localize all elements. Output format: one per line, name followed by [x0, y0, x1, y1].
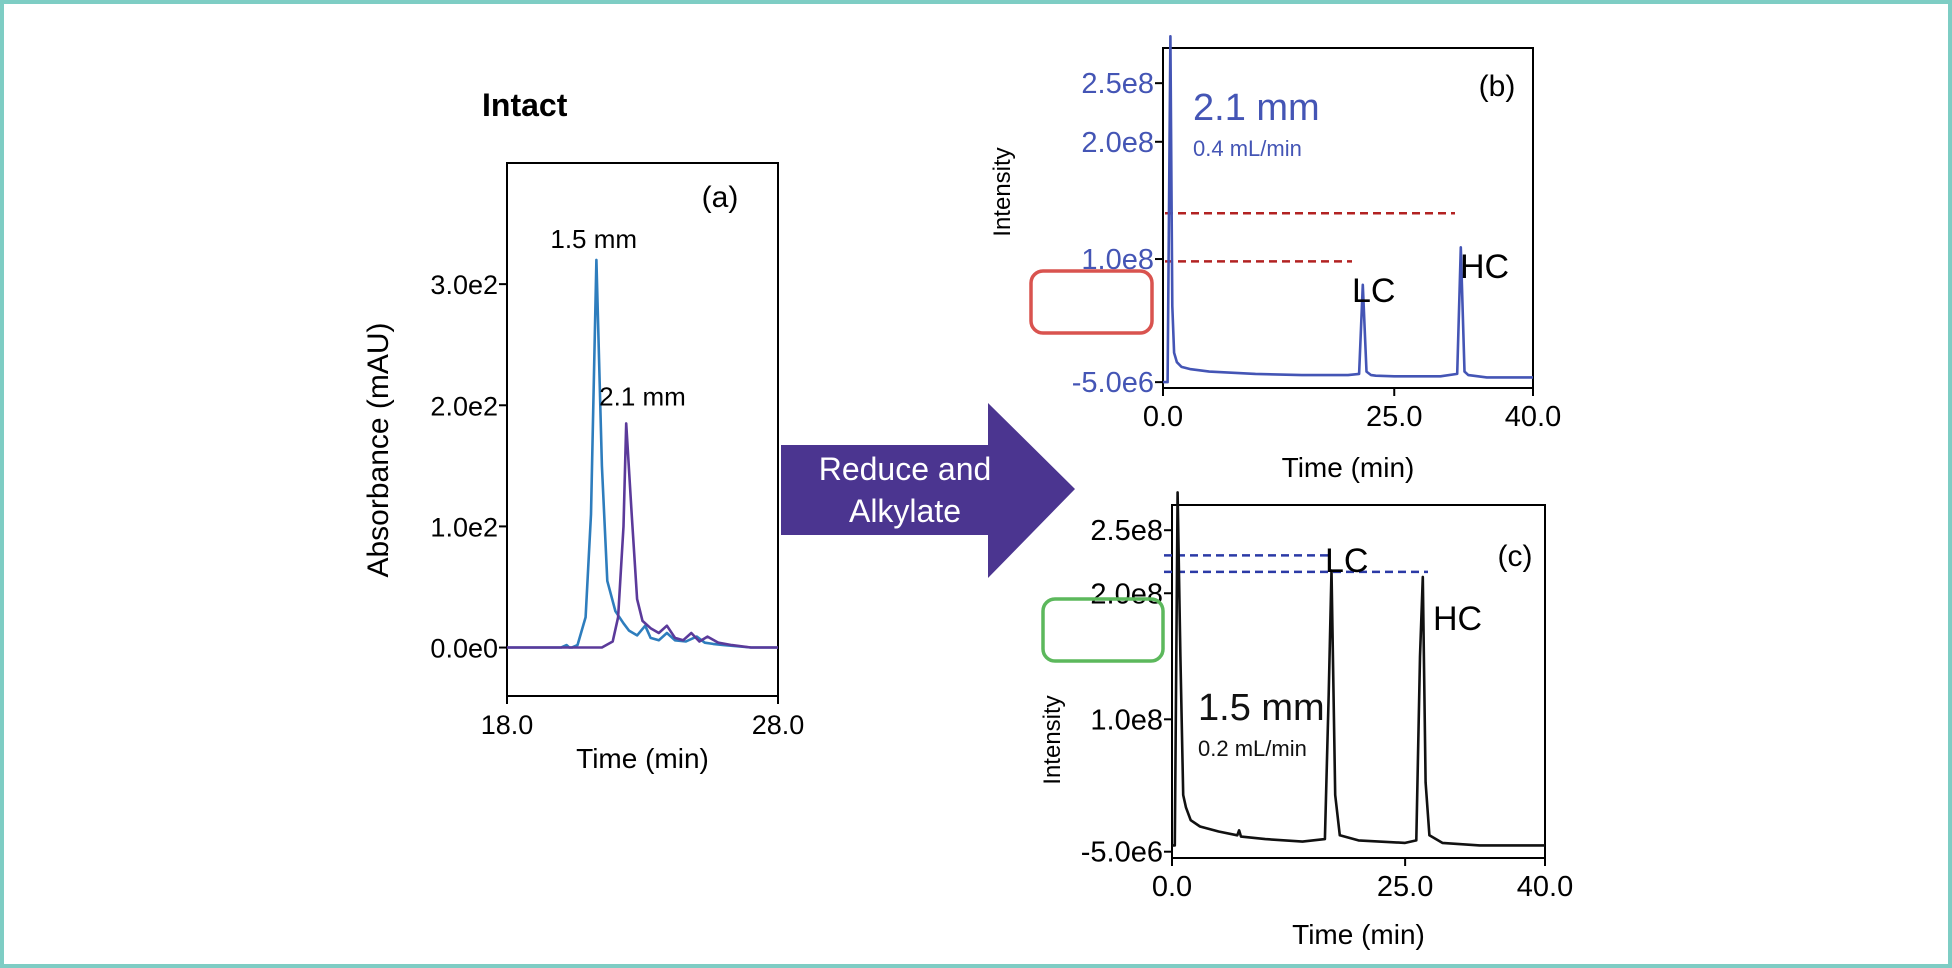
chart-b-y-axis-label: Intensity [989, 147, 1016, 236]
chart-a-x-axis-label: Time (min) [576, 743, 709, 774]
chart-c-peak-label-hc: HC [1433, 600, 1482, 638]
chart-b-inset-subtitle: 0.4 mL/min [1193, 136, 1302, 161]
chart-c-y-tick-label: 2.5e8 [1090, 515, 1163, 547]
chart-c-y-axis-label: Intensity [1039, 695, 1066, 784]
chart-c-inset-subtitle: 0.2 mL/min [1198, 736, 1307, 761]
chart-b-peak-label-lc: LC [1352, 272, 1395, 310]
arrow-shape [781, 403, 1075, 578]
chart-a-title: Intact [482, 87, 568, 123]
chart-c-peak-label-lc: LC [1325, 542, 1368, 580]
chart-b-peak-label-hc: HC [1460, 248, 1509, 286]
chart-c-series-0 [1172, 491, 1545, 847]
chart-b-panel-label: (b) [1479, 70, 1516, 103]
chart-c-y-tick-label: 1.0e8 [1090, 704, 1163, 736]
arrow-label-line2: Alkylate [849, 493, 961, 529]
chart-b-y-tick-label: 2.0e8 [1081, 127, 1154, 159]
chart-c-frame [1171, 504, 1546, 859]
chart-a-plot: 0.0e0 1.0e2 2.0e2 3.0e2 18.0 28.0 Time (min) Ab… [362, 162, 805, 774]
chart-a-x-tick-label: 28.0 [752, 710, 805, 740]
chart-b-y-tick-label: -5.0e6 [1072, 367, 1154, 399]
arrow-label-line1: Reduce and [819, 451, 992, 487]
chart-a-panel-label: (a) [702, 181, 739, 214]
chart-b-x-axis-label: Time (min) [1282, 452, 1415, 483]
chart-c-panel-label: (c) [1498, 540, 1533, 573]
reduce-alkylate-arrow: Reduce and Alkylate [781, 403, 1075, 578]
chart-a-series-1 [507, 422, 778, 649]
chart-a-y-tick-label: 0.0e0 [430, 634, 498, 664]
chart-b-frame [1162, 47, 1534, 389]
chart-b-x-tick-label: 40.0 [1505, 401, 1561, 433]
chart-a-annotation-0: 1.5 mm [550, 224, 637, 254]
chart-b-x-tick-label: 25.0 [1366, 401, 1422, 433]
chart-c-y-tick-label: -5.0e6 [1081, 837, 1163, 869]
chart-c-x-axis-label: Time (min) [1292, 919, 1425, 950]
chart-b-highlight-box [1029, 269, 1154, 335]
chart-b-x-tick-label: 0.0 [1143, 401, 1183, 433]
chart-a-y-tick-label: 2.0e2 [430, 391, 498, 421]
chart-c: -5.0e6 1.0e8 2.0e8 2.5e8 0.0 25.0 40.0 Time (mi… [1039, 491, 1573, 950]
chart-a-frame [506, 162, 779, 697]
chart-c-y-tick-label: 2.0e8 [1090, 578, 1163, 610]
chart-a-x-tick-label: 18.0 [481, 710, 534, 740]
chart-a-y-tick-label: 1.0e2 [430, 512, 498, 542]
chart-a-y-axis-label: Absorbance (mAU) [362, 322, 395, 577]
chart-c-x-tick-label: 40.0 [1517, 871, 1573, 903]
chart-c-inset-title: 1.5 mm [1198, 687, 1325, 729]
chart-c-x-tick-label: 25.0 [1377, 871, 1433, 903]
chart-b-series-0 [1163, 35, 1533, 384]
chart-a: Intact 0.0e0 1.0e2 2.0e2 3.0e2 18.0 28.0 Time … [362, 87, 804, 774]
chart-c-highlight-box [1041, 597, 1165, 663]
chart-b-y-tick-label: 2.5e8 [1081, 68, 1154, 100]
chart-a-annotation-1: 2.1 mm [599, 381, 686, 411]
chart-c-x-tick-label: 0.0 [1152, 871, 1192, 903]
chart-a-y-tick-label: 3.0e2 [430, 270, 498, 300]
chart-c-plot: -5.0e6 1.0e8 2.0e8 2.5e8 0.0 25.0 40.0 Time (mi… [1039, 491, 1573, 950]
chart-b-inset-title: 2.1 mm [1193, 87, 1320, 129]
